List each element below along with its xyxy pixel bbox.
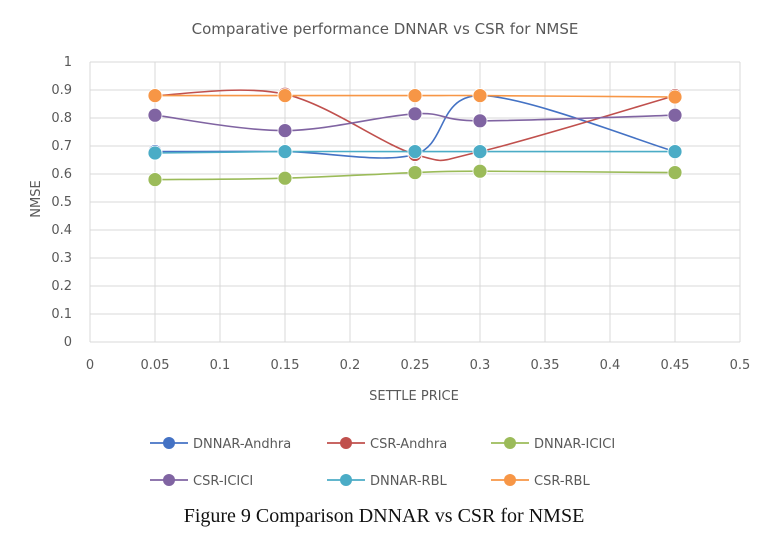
line-chart: Comparative performance DNNAR vs CSR for… bbox=[29, 20, 750, 489]
legend-item-dnnar-andhra: DNNAR-Andhra bbox=[150, 437, 291, 452]
y-axis-label: NMSE bbox=[29, 180, 44, 217]
y-tick-label: 0.6 bbox=[51, 167, 72, 182]
x-tick-label: 0.45 bbox=[661, 358, 690, 373]
legend: DNNAR-Andhra CSR-Andhra DNNAR-ICICI CSR-ICI… bbox=[150, 437, 615, 489]
x-tick-label: 0.25 bbox=[401, 358, 430, 373]
legend-marker bbox=[340, 474, 352, 486]
x-axis-ticks: 0 0.05 0.1 0.15 0.2 0.25 0.3 0.35 0.4 0.45 0.5 bbox=[86, 358, 750, 373]
data-point-csr-rbl bbox=[277, 88, 293, 103]
data-point-dnnar-icici bbox=[667, 165, 683, 181]
data-point-dnnar-rbl bbox=[277, 144, 293, 160]
chart-frame: Comparative performance DNNAR vs CSR for… bbox=[29, 20, 751, 489]
y-tick-label: 0.1 bbox=[51, 307, 72, 322]
legend-label: CSR-ICICI bbox=[193, 474, 253, 489]
data-point-csr-rbl bbox=[147, 88, 163, 103]
y-tick-label: 0 bbox=[64, 335, 72, 350]
data-point-dnnar-rbl bbox=[667, 144, 683, 160]
x-tick-label: 0.15 bbox=[271, 358, 300, 373]
legend-label: DNNAR-ICICI bbox=[534, 437, 615, 452]
data-point-csr-icici bbox=[147, 107, 163, 123]
series-points bbox=[147, 86, 683, 188]
data-point-dnnar-icici bbox=[407, 165, 423, 181]
x-tick-label: 0 bbox=[86, 358, 94, 373]
y-tick-label: 0.8 bbox=[51, 111, 72, 126]
y-tick-label: 0.2 bbox=[51, 279, 72, 294]
legend-label: DNNAR-Andhra bbox=[193, 437, 291, 452]
legend-marker bbox=[504, 437, 516, 449]
legend-item-csr-icici: CSR-ICICI bbox=[150, 474, 253, 489]
data-point-csr-icici bbox=[407, 106, 423, 122]
data-point-dnnar-rbl bbox=[407, 144, 423, 160]
legend-item-csr-rbl: CSR-RBL bbox=[491, 474, 590, 489]
x-tick-label: 0.5 bbox=[730, 358, 751, 373]
y-axis-ticks: 0 0.1 0.2 0.3 0.4 0.5 0.6 0.7 0.8 0.9 1 bbox=[51, 55, 72, 350]
chart-title: Comparative performance DNNAR vs CSR for… bbox=[192, 20, 579, 38]
legend-label: CSR-RBL bbox=[534, 474, 590, 489]
legend-item-csr-andhra: CSR-Andhra bbox=[327, 437, 447, 452]
grid bbox=[89, 61, 741, 343]
x-tick-label: 0.05 bbox=[141, 358, 170, 373]
data-point-csr-rbl bbox=[472, 88, 488, 103]
data-point-dnnar-rbl bbox=[472, 144, 488, 160]
x-tick-label: 0.35 bbox=[531, 358, 560, 373]
data-point-dnnar-icici bbox=[472, 163, 488, 179]
data-point-csr-icici bbox=[667, 107, 683, 123]
legend-marker bbox=[340, 437, 352, 449]
legend-marker bbox=[163, 437, 175, 449]
data-point-dnnar-rbl bbox=[147, 145, 163, 161]
y-tick-label: 0.4 bbox=[51, 223, 72, 238]
y-tick-label: 0.5 bbox=[51, 195, 72, 210]
data-point-csr-rbl bbox=[407, 88, 423, 103]
y-tick-label: 0.9 bbox=[51, 83, 72, 98]
y-tick-label: 0.3 bbox=[51, 251, 72, 266]
data-point-dnnar-icici bbox=[277, 170, 293, 186]
legend-marker bbox=[504, 474, 516, 486]
data-point-csr-rbl bbox=[667, 89, 683, 105]
x-tick-label: 0.4 bbox=[600, 358, 621, 373]
x-tick-label: 0.3 bbox=[470, 358, 491, 373]
legend-label: CSR-Andhra bbox=[370, 437, 447, 452]
legend-label: DNNAR-RBL bbox=[370, 474, 448, 489]
data-point-csr-icici bbox=[277, 123, 293, 139]
y-tick-label: 1 bbox=[64, 55, 72, 70]
x-axis-label: SETTLE PRICE bbox=[369, 389, 459, 404]
legend-item-dnnar-rbl: DNNAR-RBL bbox=[327, 474, 448, 489]
figure-caption: Figure 9 Comparison DNNAR vs CSR for NMS… bbox=[183, 505, 585, 527]
legend-marker bbox=[163, 474, 175, 486]
x-tick-label: 0.2 bbox=[340, 358, 361, 373]
legend-item-dnnar-icici: DNNAR-ICICI bbox=[491, 437, 615, 452]
data-point-csr-icici bbox=[472, 113, 488, 129]
data-point-dnnar-icici bbox=[147, 172, 163, 188]
y-tick-label: 0.7 bbox=[51, 139, 72, 154]
x-tick-label: 0.1 bbox=[210, 358, 231, 373]
